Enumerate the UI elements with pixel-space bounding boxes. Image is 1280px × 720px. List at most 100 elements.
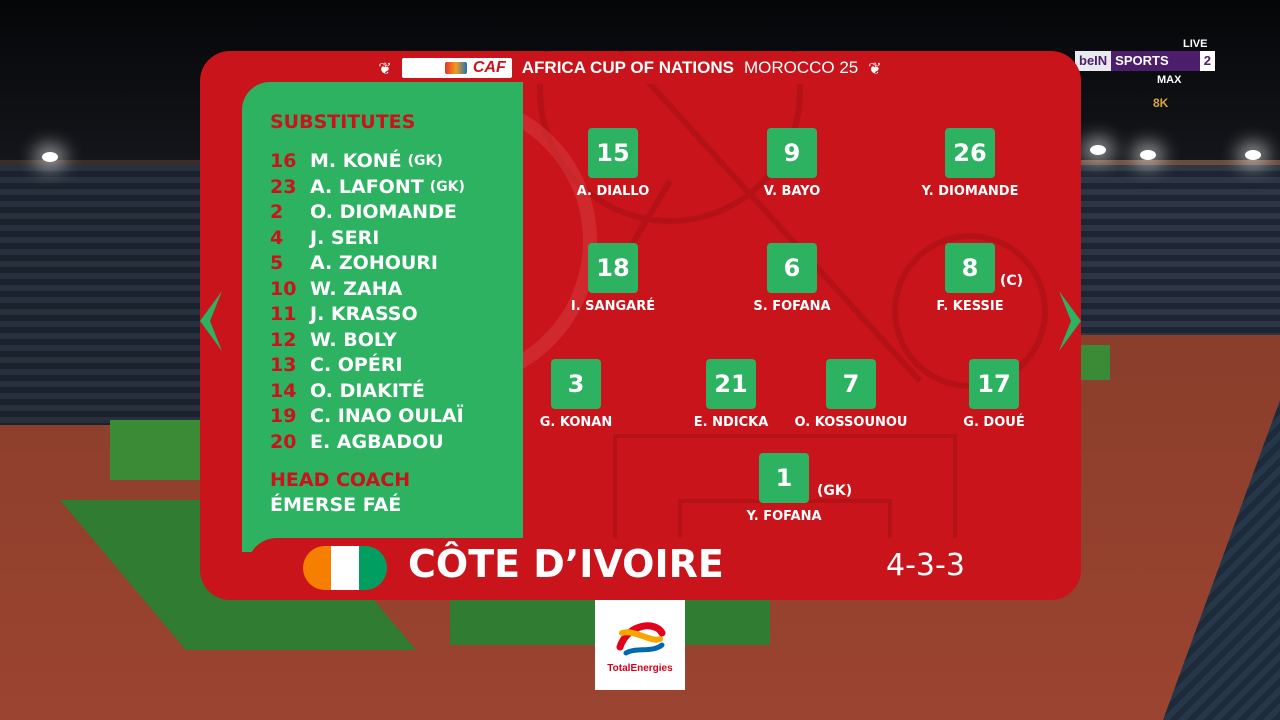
tournament-title: AFRICA CUP OF NATIONS — [521, 58, 734, 77]
player-name: E. NDICKA — [693, 415, 769, 430]
substitute-name: W. BOLY — [310, 329, 397, 351]
substitute-row: 20 E. AGBADOU — [270, 430, 444, 454]
substitute-number: 16 — [270, 150, 297, 172]
player-name: Y. DIOMANDE — [921, 184, 1019, 199]
substitute-number: 23 — [270, 176, 297, 198]
player-name: I. SANGARÉ — [570, 299, 656, 314]
substitute-name: O. DIOMANDE — [310, 201, 457, 223]
substitute-row: 2 O. DIOMANDE — [270, 200, 457, 224]
substitute-row: 16 M. KONÉ (GK) — [270, 149, 443, 173]
player-card: 17 G. DOUÉ — [894, 359, 1094, 430]
shirt-number: 17 — [969, 359, 1019, 409]
substitutes-panel — [242, 82, 523, 552]
player-card: 6 S. FOFANA — [692, 243, 892, 314]
substitute-name: A. ZOHOURI — [310, 252, 438, 274]
totalenergies-icon — [616, 621, 666, 655]
goalkeeper-tag: (GK) — [407, 153, 443, 169]
shirt-number: 1 — [759, 453, 809, 503]
shirt-number: 21 — [706, 359, 756, 409]
player-name: S. FOFANA — [753, 299, 831, 314]
floodlight — [42, 152, 58, 162]
substitute-name: E. AGBADOU — [310, 431, 444, 453]
substitute-row: 13 C. OPÉRI — [270, 353, 403, 377]
shirt-number: 18 — [588, 243, 638, 293]
substitute-name: C. INAO OULAÏ — [310, 405, 464, 427]
player-card: 21 E. NDICKA — [631, 359, 831, 430]
substitute-row: 10 W. ZAHA — [270, 277, 402, 301]
stand-left — [0, 165, 210, 425]
player-name: G. DOUÉ — [963, 415, 1025, 430]
substitute-number: 5 — [270, 252, 284, 274]
substitute-number: 10 — [270, 278, 297, 300]
player-card: 18 I. SANGARÉ — [513, 243, 713, 314]
goalkeeper-tag: (GK) — [817, 483, 853, 499]
substitute-number: 11 — [270, 303, 297, 325]
substitute-name: J. SERI — [310, 227, 380, 249]
flag-stripe — [331, 546, 359, 590]
floodlight — [1140, 150, 1156, 160]
player-card: 3 G. KONAN — [476, 359, 676, 430]
player-card: 8 F. KESSIE — [870, 243, 1070, 314]
pitch-grass — [1080, 345, 1110, 380]
head-coach-name: ÉMERSE FAÉ — [270, 494, 402, 516]
sponsor-name: TotalEnergies — [607, 662, 673, 674]
substitutes-title: SUBSTITUTES — [270, 111, 416, 133]
shirt-number: 8 — [945, 243, 995, 293]
substitute-name: O. DIAKITÉ — [310, 380, 425, 402]
substitute-name: W. ZAHA — [310, 278, 403, 300]
broadcaster-logo: LIVE beIN SPORTS 2 MAX 8K — [1075, 38, 1215, 118]
ivory-coast-flag-icon — [303, 546, 387, 590]
substitute-name: C. OPÉRI — [310, 354, 403, 376]
player-card: 7 O. KOSSOUNOU — [751, 359, 951, 430]
player-card: 1 Y. FOFANA — [684, 453, 884, 524]
substitute-number: 12 — [270, 329, 297, 351]
substitute-row: 23 A. LAFONT (GK) — [270, 175, 465, 199]
substitute-number: 14 — [270, 380, 297, 402]
substitute-row: 11 J. KRASSO — [270, 302, 418, 326]
ornament-icon: ❦ — [868, 58, 882, 78]
flag-stripe — [303, 546, 331, 590]
shirt-number: 7 — [826, 359, 876, 409]
sponsor-logo: TotalEnergies — [595, 600, 685, 690]
player-name: V. BAYO — [763, 184, 821, 199]
substitute-number: 13 — [270, 354, 297, 376]
substitute-number: 2 — [270, 201, 284, 223]
head-coach-title: HEAD COACH — [270, 469, 411, 491]
caf-logo: CAF — [401, 58, 512, 78]
floodlight — [1245, 150, 1261, 160]
player-card: 15 A. DIALLO — [513, 128, 713, 199]
substitute-number: 20 — [270, 431, 297, 453]
player-name: Y. FOFANA — [746, 509, 822, 524]
channel-number: 2 — [1199, 51, 1215, 71]
tournament-host: MOROCCO 25 — [743, 58, 859, 77]
ornament-icon: ❦ — [378, 58, 392, 78]
team-name: CÔTE D’IVOIRE — [408, 542, 724, 586]
substitute-row: 14 O. DIAKITÉ — [270, 379, 425, 403]
player-name: G. KONAN — [539, 415, 613, 430]
captain-tag: (C) — [1000, 273, 1024, 289]
substitute-name: A. LAFONT — [310, 176, 424, 198]
floodlight — [1090, 145, 1106, 155]
goalkeeper-tag: (GK) — [429, 179, 465, 195]
team-formation: 4-3-3 — [886, 548, 965, 583]
substitute-row: 5 A. ZOHOURI — [270, 251, 438, 275]
player-name: A. DIALLO — [576, 184, 650, 199]
caf-label: CAF — [472, 59, 506, 76]
shirt-number: 26 — [945, 128, 995, 178]
shirt-number: 9 — [767, 128, 817, 178]
player-card: 26 Y. DIOMANDE — [870, 128, 1070, 199]
substitute-number: 4 — [270, 227, 284, 249]
shirt-number: 6 — [767, 243, 817, 293]
live-indicator: LIVE — [1183, 38, 1208, 50]
substitute-name: J. KRASSO — [310, 303, 418, 325]
player-name: F. KESSIE — [936, 299, 1004, 314]
substitute-row: 12 W. BOLY — [270, 328, 397, 352]
tournament-header: ❦ CAF AFRICA CUP OF NATIONS MOROCCO 25 ❦ — [320, 52, 940, 84]
brand-label: beIN — [1075, 51, 1112, 71]
substitute-row: 19 C. INAO OULAÏ — [270, 404, 464, 428]
player-name: O. KOSSOUNOU — [794, 415, 908, 430]
tier-label: MAX — [1157, 74, 1182, 86]
player-card: 9 V. BAYO — [692, 128, 892, 199]
shirt-number: 3 — [551, 359, 601, 409]
shirt-number: 15 — [588, 128, 638, 178]
